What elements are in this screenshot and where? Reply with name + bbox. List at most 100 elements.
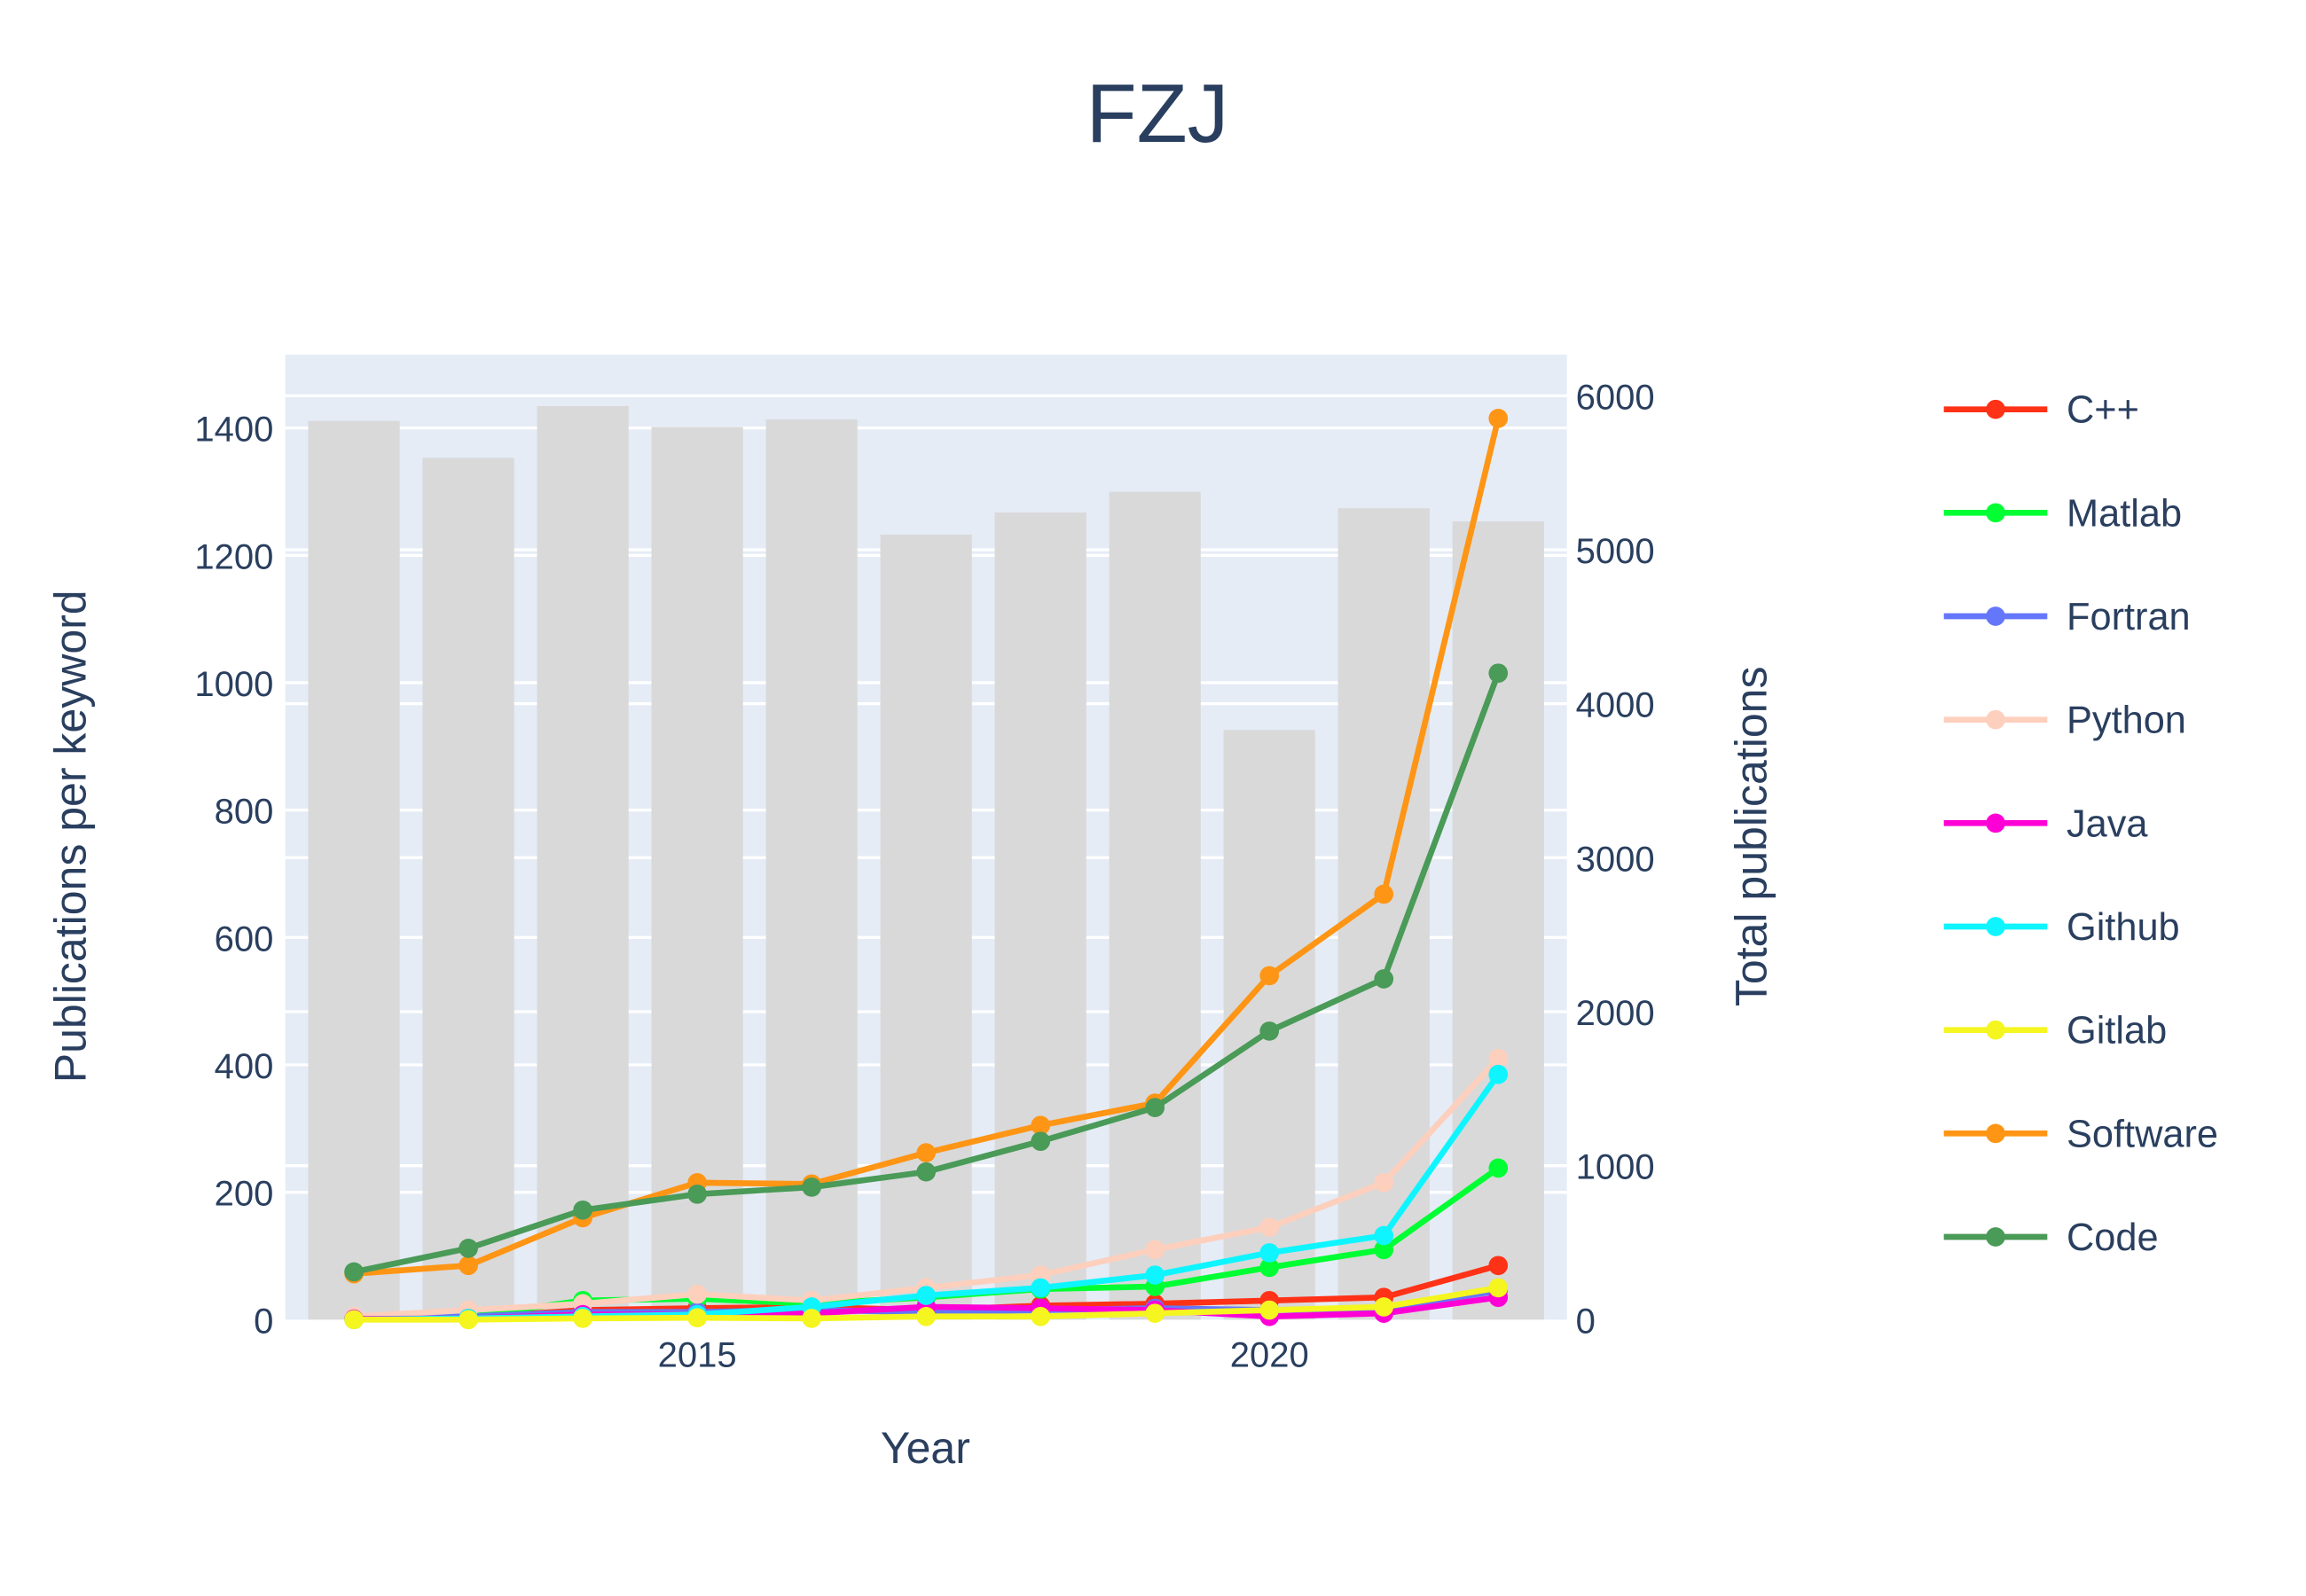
data-point: [1259, 1257, 1280, 1278]
legend-label: Fortran: [2067, 596, 2191, 638]
data-point: [1374, 1173, 1394, 1193]
legend-label: Python: [2067, 700, 2186, 742]
y-tick-label: 800: [215, 793, 274, 832]
legend-label: Gitlab: [2067, 1010, 2167, 1052]
data-point: [1488, 1256, 1509, 1276]
total-bar: [422, 458, 514, 1320]
y2-tick-label: 1000: [1576, 1148, 1655, 1187]
legend-label: Github: [2067, 906, 2180, 949]
y2-tick-label: 4000: [1576, 686, 1655, 725]
total-bar: [994, 512, 1086, 1320]
total-bar: [765, 419, 858, 1320]
data-point: [687, 1184, 707, 1204]
total-bar: [1109, 491, 1201, 1320]
data-point: [1031, 1131, 1051, 1152]
data-point: [1259, 1217, 1280, 1238]
data-point: [916, 1162, 936, 1182]
legend-item: Fortran: [1943, 596, 2191, 638]
data-point: [1374, 1297, 1394, 1317]
legend-marker: [1986, 1020, 2005, 1040]
data-point: [1031, 1115, 1051, 1136]
total-bar: [308, 420, 400, 1320]
legend-item: Java: [1943, 802, 2148, 845]
series-lines: [344, 409, 1509, 1330]
y-tick-label: 1000: [194, 665, 273, 704]
total-bar: [880, 535, 972, 1320]
legend-marker: [1986, 1227, 2005, 1247]
data-point: [916, 1286, 936, 1305]
data-point: [459, 1310, 478, 1330]
y-tick-label: 400: [215, 1047, 274, 1086]
data-point: [687, 1308, 707, 1328]
y-tick-label: 0: [254, 1302, 273, 1341]
legend-label: Software: [2067, 1113, 2218, 1155]
legend-item: Gitlab: [1943, 1010, 2167, 1052]
legend-marker: [1986, 1123, 2005, 1144]
data-point: [1488, 1158, 1509, 1178]
x-tick-label: 2015: [658, 1336, 737, 1375]
data-point: [1259, 1021, 1280, 1041]
data-point: [1374, 884, 1394, 904]
data-point: [687, 1284, 707, 1304]
legend-item: C++: [1943, 389, 2139, 432]
y-tick-label: 1200: [194, 537, 273, 576]
legend-item: Github: [1943, 906, 2180, 949]
data-point: [1488, 663, 1509, 684]
legend-marker: [1986, 813, 2005, 833]
data-point: [573, 1309, 592, 1328]
data-point: [1488, 1278, 1509, 1298]
legend-marker: [1986, 399, 2005, 419]
data-point: [344, 1310, 364, 1330]
legend-marker: [1986, 709, 2005, 730]
legend-label: Java: [2067, 802, 2148, 845]
data-point: [1145, 1265, 1165, 1285]
data-point: [916, 1306, 936, 1326]
total-bar: [537, 406, 629, 1320]
x-tick-label: 2020: [1230, 1336, 1309, 1375]
legend-item: Code: [1943, 1217, 2159, 1259]
data-point: [1145, 1098, 1165, 1117]
data-point: [1374, 1240, 1394, 1260]
y-tick-label: 200: [215, 1175, 274, 1214]
data-point: [916, 1143, 936, 1162]
legend-label: C++: [2067, 389, 2139, 432]
y2-tick-label: 5000: [1576, 532, 1655, 571]
data-point: [459, 1239, 478, 1258]
data-point: [573, 1200, 592, 1220]
y2-tick-label: 3000: [1576, 840, 1655, 879]
data-point: [1259, 966, 1280, 986]
total-bar: [1452, 521, 1544, 1320]
data-point: [1488, 409, 1509, 428]
data-point: [1031, 1306, 1051, 1326]
legend: C++ Matlab Fortran Python Java Github Gitlab So…: [1943, 389, 2218, 1259]
y-tick-label: 600: [215, 919, 274, 958]
legend-marker: [1986, 606, 2005, 626]
data-point: [1374, 969, 1394, 989]
total-bars: [308, 406, 1544, 1320]
data-point: [1031, 1278, 1051, 1298]
data-point: [802, 1309, 821, 1328]
y-axis-title: Publications per keyword: [46, 590, 96, 1083]
legend-item: Matlab: [1943, 492, 2182, 535]
data-point: [1145, 1240, 1165, 1260]
legend-label: Code: [2067, 1217, 2159, 1259]
y-tick-label: 1400: [194, 411, 273, 450]
data-point: [1259, 1243, 1280, 1263]
legend-marker: [1986, 503, 2005, 523]
legend-marker: [1986, 917, 2005, 936]
y2-axis-title: Total publications: [1727, 667, 1777, 1007]
legend-item: Software: [1943, 1113, 2218, 1155]
data-point: [1259, 1300, 1280, 1320]
y2-tick-label: 6000: [1576, 378, 1655, 417]
data-point: [459, 1256, 478, 1276]
legend-item: Python: [1943, 700, 2186, 742]
data-point: [1374, 1225, 1394, 1246]
data-point: [344, 1262, 364, 1282]
y2-tick-label: 0: [1576, 1302, 1596, 1341]
data-point: [1488, 1064, 1509, 1084]
tick-labels: 0 200 400 600 800 1000 1200 1400 0 1000 2000 3000 40…: [194, 378, 1654, 1374]
chart-title: FZJ: [1086, 67, 1229, 160]
data-point: [1145, 1303, 1165, 1323]
data-point: [1488, 1048, 1509, 1068]
